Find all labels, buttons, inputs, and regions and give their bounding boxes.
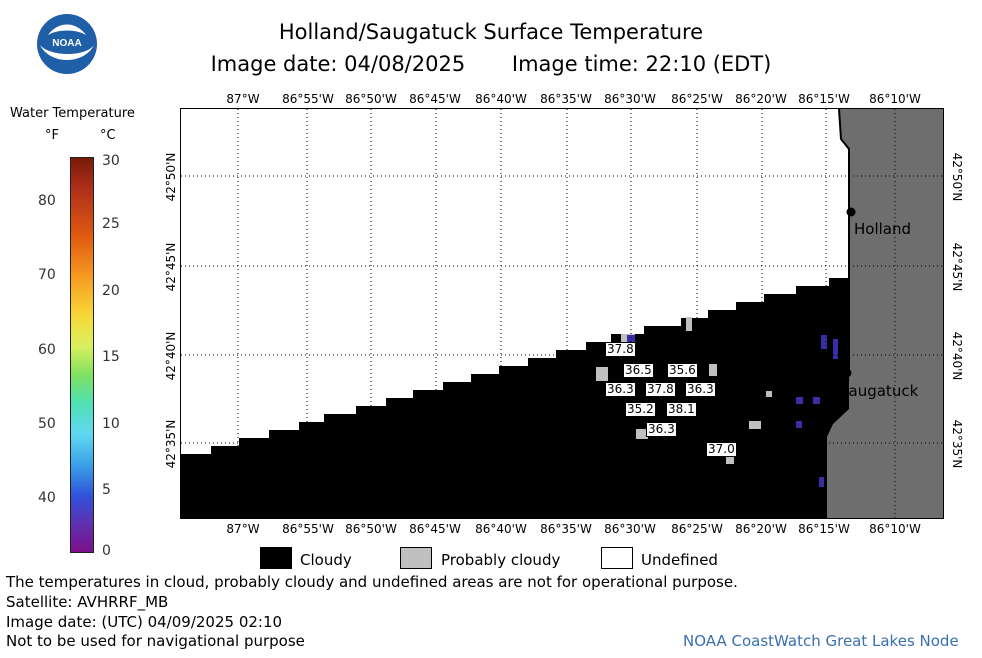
tick-c-25: 25 (102, 216, 120, 232)
temp-label: 37.8 (645, 382, 676, 397)
credit-text: NOAA CoastWatch Great Lakes Node (683, 632, 959, 650)
temp-label: 36.5 (623, 363, 654, 378)
temp-label: 36.3 (605, 382, 636, 397)
water-pixels (627, 335, 838, 487)
tick-f-80: 80 (38, 193, 56, 209)
lon-label-top: 86°35'W (540, 92, 592, 106)
cloudy-area (181, 278, 849, 518)
city-marker-holland (846, 207, 856, 217)
lon-label-bottom: 86°20'W (735, 522, 787, 536)
lon-label-bottom: 86°15'W (798, 522, 850, 536)
utc-date-text: Image date: (UTC) 04/09/2025 02:10 (6, 613, 283, 631)
unit-celsius: °C (100, 128, 116, 143)
city-label-saugatuck: Saugatuck (839, 382, 919, 400)
lon-label-bottom: 87°W (226, 522, 260, 536)
map-panel: 37.8 36.5 35.6 36.3 37.8 36.3 35.2 38.1 … (180, 108, 944, 519)
temp-label: 35.6 (667, 363, 698, 378)
lon-label-top: 86°55'W (282, 92, 334, 106)
lon-label-bottom: 86°25'W (671, 522, 723, 536)
city-marker-saugatuck (842, 368, 852, 378)
lon-label-top: 86°30'W (604, 92, 656, 106)
lon-label-bottom: 86°30'W (604, 522, 656, 536)
lat-label-left: 42°50'N (164, 152, 178, 202)
lon-label-bottom: 86°10'W (869, 522, 921, 536)
map-title: Holland/Saugatuck Surface Temperature (278, 20, 704, 44)
temp-label: 36.3 (685, 382, 716, 397)
lat-label-right: 42°50'N (950, 152, 964, 202)
lon-label-top: 86°15'W (798, 92, 850, 106)
lat-label-right: 42°45'N (950, 242, 964, 292)
key-swatch-probably-cloudy (400, 547, 432, 569)
tick-c-10: 10 (102, 416, 120, 432)
lon-label-top: 86°40'W (475, 92, 527, 106)
svg-text:NOAA: NOAA (52, 38, 81, 49)
city-label-holland: Holland (854, 220, 912, 238)
lon-label-bottom: 86°45'W (409, 522, 461, 536)
unit-fahrenheit: °F (45, 128, 59, 143)
lon-label-top: 86°25'W (671, 92, 723, 106)
tick-c-20: 20 (102, 283, 120, 299)
temp-label: 37.8 (605, 342, 636, 357)
tick-f-40: 40 (38, 490, 56, 506)
temp-label: 36.3 (646, 422, 677, 437)
lat-label-left: 42°45'N (164, 242, 178, 292)
tick-f-50: 50 (38, 416, 56, 432)
graticule (181, 109, 943, 518)
lon-label-top: 86°20'W (735, 92, 787, 106)
key-swatch-cloudy (260, 547, 292, 569)
map-canvas (181, 109, 943, 518)
tick-c-0: 0 (102, 543, 111, 559)
lat-label-right: 42°35'N (950, 419, 964, 469)
lon-label-top: 86°50'W (345, 92, 397, 106)
tick-c-30: 30 (102, 153, 120, 169)
lon-label-bottom: 86°55'W (282, 522, 334, 536)
tick-c-15: 15 (102, 349, 120, 365)
temp-label: 35.2 (625, 402, 656, 417)
legend-title: Water Temperature (10, 106, 135, 121)
temp-label: 38.1 (666, 402, 697, 417)
tick-f-60: 60 (38, 342, 56, 358)
key-label-probably-cloudy: Probably cloudy (441, 551, 561, 569)
lat-label-right: 42°40'N (950, 331, 964, 381)
navigation-warning: Not to be used for navigational purpose (6, 632, 305, 650)
lon-label-top: 87°W (226, 92, 260, 106)
lon-label-bottom: 86°50'W (345, 522, 397, 536)
shoreline (825, 109, 850, 518)
lat-label-left: 42°40'N (164, 331, 178, 381)
image-date: Image date: 04/08/2025 (210, 52, 466, 76)
satellite-text: Satellite: AVHRRF_MB (6, 593, 169, 611)
lon-label-bottom: 86°40'W (475, 522, 527, 536)
tick-f-70: 70 (38, 267, 56, 283)
temperature-colorbar (70, 157, 94, 553)
image-datetime: Image date: 04/08/2025 Image time: 22:10… (0, 52, 982, 76)
lon-label-top: 86°10'W (869, 92, 921, 106)
tick-c-5: 5 (102, 482, 111, 498)
key-swatch-undefined (601, 547, 633, 569)
lon-label-top: 86°45'W (409, 92, 461, 106)
disclaimer-text: The temperatures in cloud, probably clou… (6, 573, 738, 591)
temp-label: 37.0 (706, 442, 737, 457)
key-label-cloudy: Cloudy (300, 551, 352, 569)
noaa-logo: NOAA (37, 14, 97, 74)
lon-label-bottom: 86°35'W (540, 522, 592, 536)
lat-label-left: 42°35'N (164, 419, 178, 469)
key-label-undefined: Undefined (641, 551, 718, 569)
image-time: Image time: 22:10 (EDT) (511, 52, 772, 76)
